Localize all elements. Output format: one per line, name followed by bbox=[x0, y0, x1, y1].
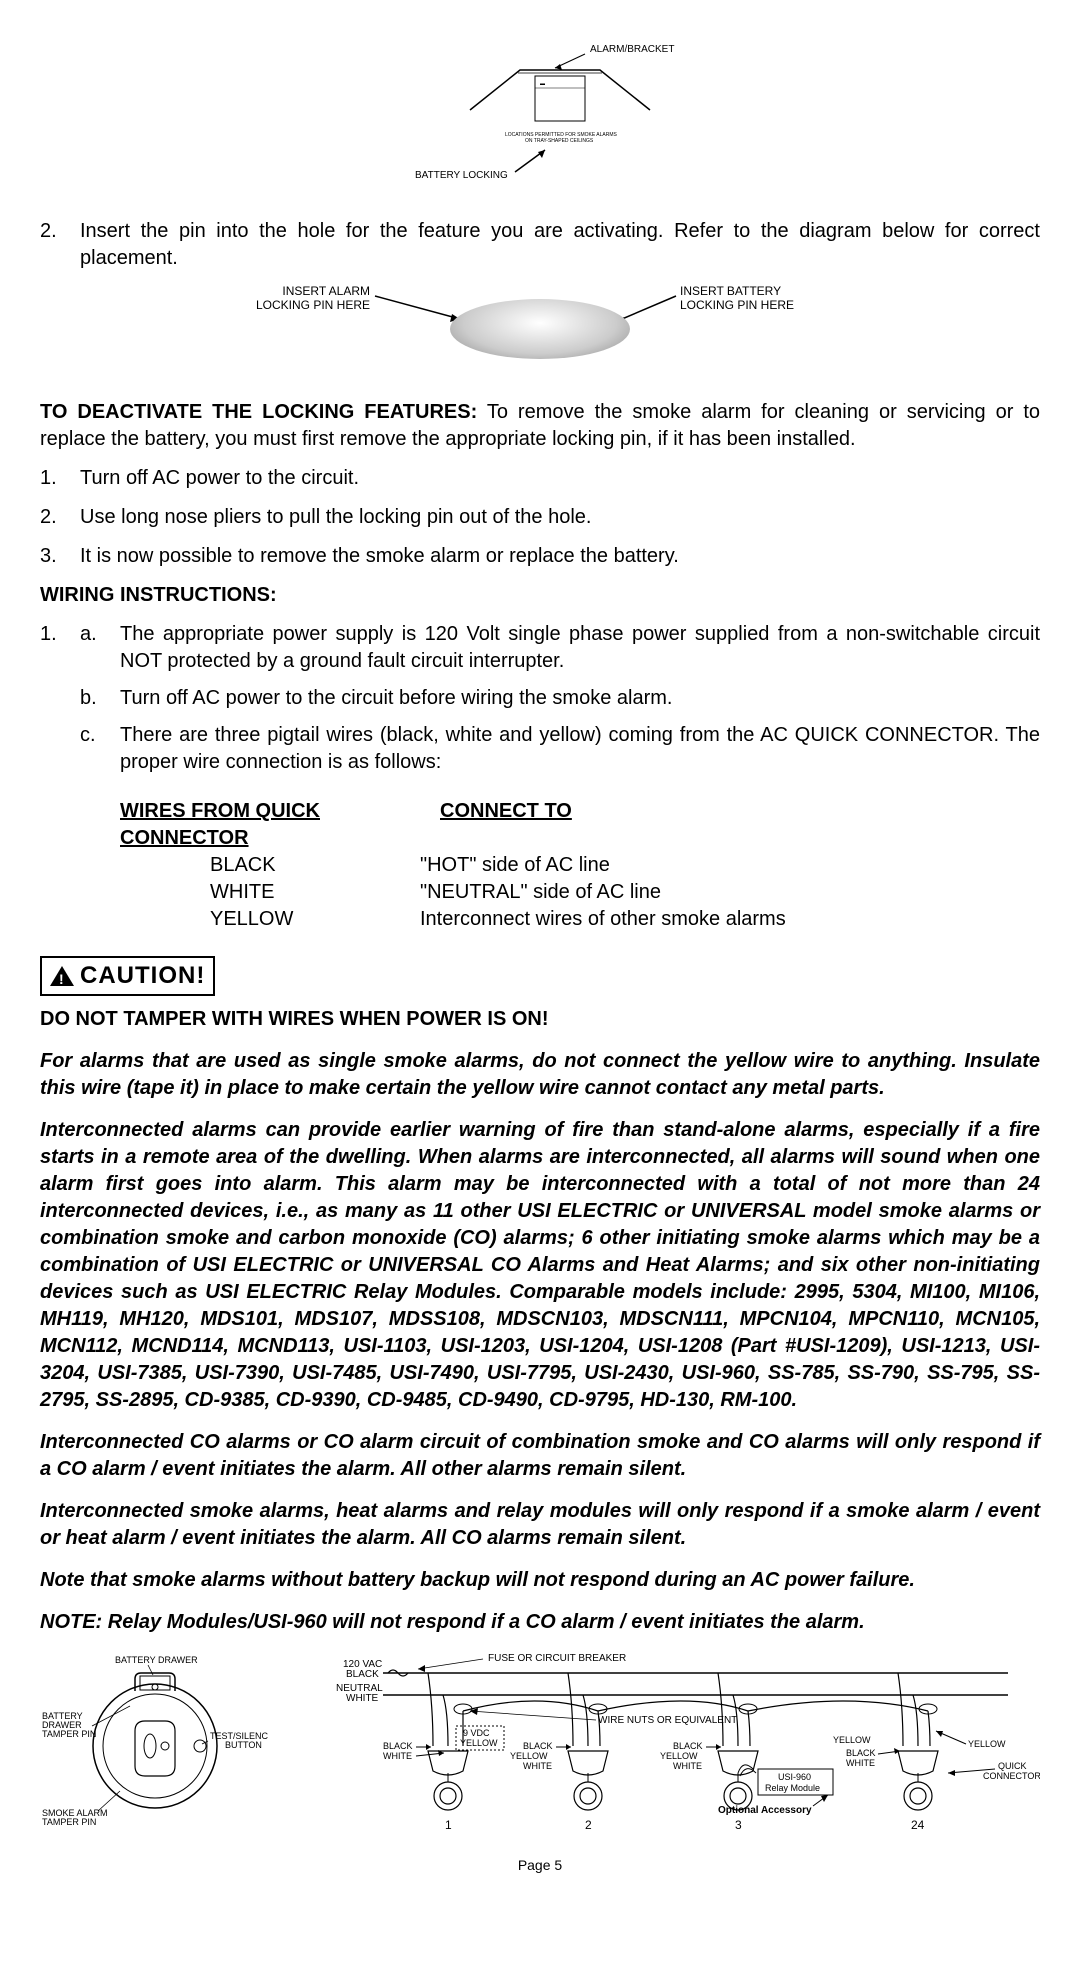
svg-text:WHITE: WHITE bbox=[346, 1693, 379, 1704]
battery-locking-label: BATTERY LOCKING bbox=[415, 170, 508, 181]
wire-row-black: BLACK "HOT" side of AC line bbox=[120, 852, 1040, 879]
svg-text:Optional Accessory: Optional Accessory bbox=[718, 1805, 812, 1816]
alarm-bracket-label: ALARM/BRACKET bbox=[590, 44, 674, 55]
smoke-heat-note: Interconnected smoke alarms, heat alarms… bbox=[40, 1498, 1040, 1552]
svg-text:BLACK: BLACK bbox=[383, 1741, 413, 1751]
svg-text:2: 2 bbox=[585, 1818, 592, 1832]
svg-text:ON TRAY-SHAPED CEILINGS: ON TRAY-SHAPED CEILINGS bbox=[525, 138, 594, 144]
caution-text: CAUTION! bbox=[80, 960, 205, 992]
svg-text:WHITE: WHITE bbox=[383, 1751, 412, 1761]
interconnect-wiring-diagram: FUSE OR CIRCUIT BREAKER 120 VAC BLACK NE… bbox=[288, 1651, 1040, 1841]
svg-text:QUICK: QUICK bbox=[998, 1761, 1027, 1771]
deactivate-lead: TO DEACTIVATE THE LOCKING FEATURES: bbox=[40, 401, 477, 423]
svg-text:BLACK: BLACK bbox=[846, 1748, 876, 1758]
wiring-sub-c: c. There are three pigtail wires (black,… bbox=[80, 722, 1040, 776]
svg-text:CONNECTOR: CONNECTOR bbox=[983, 1771, 1040, 1781]
svg-text:YELLOW: YELLOW bbox=[968, 1739, 1006, 1749]
svg-text:Relay Module: Relay Module bbox=[765, 1783, 820, 1793]
wire-header-2: CONNECT TO bbox=[440, 798, 572, 852]
wire-row-white: WHITE "NEUTRAL" side of AC line bbox=[120, 879, 1040, 906]
svg-text:WHITE: WHITE bbox=[846, 1758, 875, 1768]
svg-text:YELLOW: YELLOW bbox=[460, 1738, 498, 1748]
svg-text:BATTERY DRAWER: BATTERY DRAWER bbox=[115, 1655, 198, 1665]
step-text: Insert the pin into the hole for the fea… bbox=[80, 218, 1040, 272]
wiring-sub-a: a. The appropriate power supply is 120 V… bbox=[80, 621, 1040, 675]
svg-text:YELLOW: YELLOW bbox=[510, 1751, 548, 1761]
svg-text:WHITE: WHITE bbox=[673, 1761, 702, 1771]
step-2: 2. Insert the pin into the hole for the … bbox=[40, 218, 1040, 272]
single-alarm-note: For alarms that are used as single smoke… bbox=[40, 1048, 1040, 1102]
svg-text:WIRE NUTS OR EQUIVALENT: WIRE NUTS OR EQUIVALENT bbox=[598, 1715, 737, 1726]
wire-header-1: WIRES FROM QUICK CONNECTOR bbox=[120, 798, 440, 852]
svg-text:BLACK: BLACK bbox=[673, 1741, 703, 1751]
wire-connection-table: WIRES FROM QUICK CONNECTOR CONNECT TO BL… bbox=[120, 798, 1040, 933]
step-num: 2. bbox=[40, 218, 80, 272]
relay-note: NOTE: Relay Modules/USI-960 will not res… bbox=[40, 1609, 1040, 1636]
svg-text:USI-960: USI-960 bbox=[778, 1772, 811, 1782]
wiring-sub-b: b. Turn off AC power to the circuit befo… bbox=[80, 685, 1040, 712]
deact-step-3: 3. It is now possible to remove the smok… bbox=[40, 543, 1040, 570]
bottom-diagrams: BATTERY DRAWER BATTERY DRAWER TAMPER PIN… bbox=[40, 1651, 1040, 1841]
svg-text:WHITE: WHITE bbox=[523, 1761, 552, 1771]
svg-text:3: 3 bbox=[735, 1818, 742, 1832]
battery-backup-note: Note that smoke alarms without battery b… bbox=[40, 1567, 1040, 1594]
battery-drawer-diagram: BATTERY DRAWER BATTERY DRAWER TAMPER PIN… bbox=[40, 1651, 268, 1831]
svg-text:1: 1 bbox=[445, 1818, 452, 1832]
pin-placement-diagram: INSERT ALARM LOCKING PIN HERE INSERT BAT… bbox=[40, 284, 1040, 374]
co-alarm-note: Interconnected CO alarms or CO alarm cir… bbox=[40, 1429, 1040, 1483]
caution-box: CAUTION! bbox=[40, 956, 215, 996]
wiring-heading: WIRING INSTRUCTIONS: bbox=[40, 582, 1040, 609]
svg-text:FUSE OR CIRCUIT BREAKER: FUSE OR CIRCUIT BREAKER bbox=[488, 1653, 626, 1664]
svg-text:YELLOW: YELLOW bbox=[660, 1751, 698, 1761]
deactivate-paragraph: TO DEACTIVATE THE LOCKING FEATURES: To r… bbox=[40, 399, 1040, 453]
wiring-item-1: 1. a. The appropriate power supply is 12… bbox=[40, 621, 1040, 786]
svg-text:BUTTON: BUTTON bbox=[225, 1740, 262, 1750]
svg-text:BLACK: BLACK bbox=[523, 1741, 553, 1751]
svg-text:▬: ▬ bbox=[540, 81, 545, 87]
svg-text:TAMPER PIN: TAMPER PIN bbox=[42, 1817, 96, 1827]
svg-text:9 VDC: 9 VDC bbox=[463, 1728, 490, 1738]
page-number: Page 5 bbox=[40, 1856, 1040, 1875]
svg-text:YELLOW: YELLOW bbox=[833, 1735, 871, 1745]
svg-text:BLACK: BLACK bbox=[346, 1669, 379, 1680]
deact-step-1: 1. Turn off AC power to the circuit. bbox=[40, 465, 1040, 492]
tamper-warning: DO NOT TAMPER WITH WIRES WHEN POWER IS O… bbox=[40, 1006, 1040, 1033]
top-bracket-diagram: ALARM/BRACKET ▬ LOCATIONS PERMITTED FOR … bbox=[40, 40, 1040, 198]
device-illustration bbox=[450, 299, 630, 359]
svg-text:TAMPER PIN: TAMPER PIN bbox=[42, 1729, 96, 1739]
svg-text:24: 24 bbox=[911, 1818, 925, 1832]
warning-triangle-icon bbox=[50, 966, 74, 986]
interconnect-note: Interconnected alarms can provide earlie… bbox=[40, 1117, 1040, 1414]
deact-step-2: 2. Use long nose pliers to pull the lock… bbox=[40, 504, 1040, 531]
wire-row-yellow: YELLOW Interconnect wires of other smoke… bbox=[120, 906, 1040, 933]
